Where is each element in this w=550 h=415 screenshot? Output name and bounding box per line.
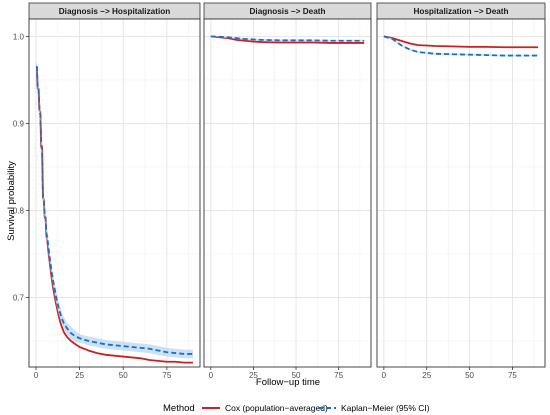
x-tick-label: 0: [34, 371, 39, 380]
y-tick-label: 0.9: [13, 119, 25, 128]
panel-2: Diagnosis −> Death 0 25 50 75: [203, 2, 372, 380]
panel-border: [28, 18, 201, 368]
legend: Method Cox (population−averaged) Kaplan−…: [163, 403, 430, 414]
strip-label: Hospitalization −> Death: [413, 7, 508, 16]
plot-background: [204, 19, 371, 367]
panel-1: Diagnosis −> Hospitalization 0 25 50 75 0.7 0.…: [13, 2, 201, 380]
panel-border: [376, 18, 546, 368]
strip-label: Diagnosis −> Hospitalization: [59, 7, 170, 16]
series-line-kaplan-meier: [210, 35, 365, 42]
legend-label-cox: Cox (population−averaged): [225, 403, 328, 413]
x-tick-label: 75: [162, 371, 171, 380]
x-tick-label: 75: [334, 371, 343, 380]
strip-label: Diagnosis −> Death: [250, 7, 326, 16]
y-tick-label: 1.0: [13, 32, 25, 41]
x-tick-label: 50: [465, 371, 474, 380]
panel-3: Hospitalization −> Death 0 25 50 75: [376, 2, 546, 380]
y-tick-label: 0.8: [13, 206, 25, 215]
series-line-kaplan-meier: [383, 35, 539, 57]
plot-background: [29, 19, 200, 367]
x-tick-label: 50: [119, 371, 128, 380]
y-axis-title: Survival probability: [6, 161, 17, 241]
y-tick-label: 0.7: [13, 293, 25, 302]
x-tick-label: 50: [292, 371, 301, 380]
plot-background: [377, 19, 545, 367]
legend-title: Method: [163, 403, 195, 414]
x-tick-label: 0: [209, 371, 214, 380]
x-tick-label: 25: [75, 371, 84, 380]
panel-border: [203, 18, 372, 368]
series-line-kaplan-meier: [35, 65, 194, 355]
x-axis-title: Follow−up time: [256, 377, 320, 388]
legend-label-km: Kaplan−Meier (95% CI): [341, 403, 430, 413]
x-tick-label: 25: [249, 371, 258, 380]
x-tick-label: 25: [422, 371, 431, 380]
x-tick-label: 75: [508, 371, 517, 380]
x-tick-label: 0: [382, 371, 387, 380]
series-line-cox: [383, 35, 539, 49]
